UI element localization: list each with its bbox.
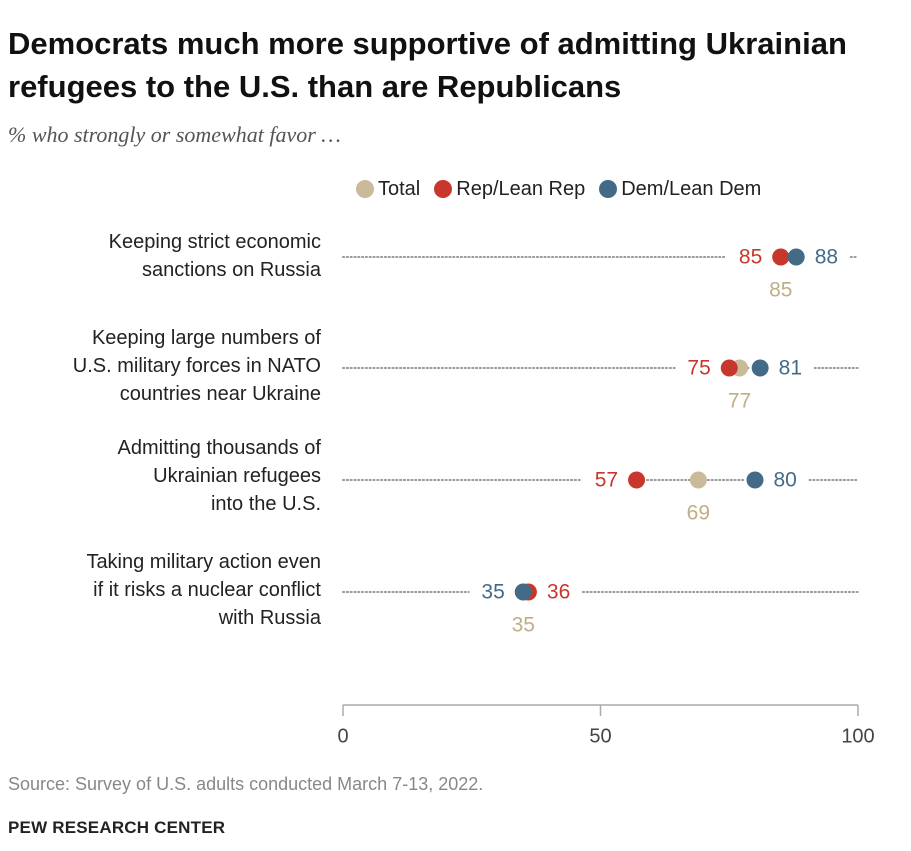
total-dot (689, 471, 707, 489)
category-label-line: countries near Ukraine (119, 383, 321, 405)
x-tick-label: 100 (841, 725, 874, 747)
category-label-line: U.S. military forces in NATO (72, 355, 321, 377)
category-label-line: sanctions on Russia (142, 259, 321, 281)
dem-value-label: 88 (815, 246, 838, 269)
dem-value-label: 81 (779, 357, 802, 380)
dot-plot: 85 88 85 75 81 77 57 80 69 35 36 35 0 50 100 (337, 246, 874, 748)
category-label-line: if it risks a nuclear conflict (93, 579, 321, 601)
dem-value-label: 35 (481, 581, 504, 604)
legend-total-label: Total (378, 177, 421, 200)
rep-value-label: 85 (739, 246, 762, 269)
category-label-line: Keeping large numbers of (91, 327, 321, 349)
total-value-label: 85 (769, 279, 792, 302)
dem-dot (787, 248, 805, 266)
legend-item-rep: Rep/Lean Rep (434, 178, 585, 201)
legend-total-dot (356, 180, 374, 198)
legend-dem-label: Dem/Lean Dem (621, 177, 762, 200)
legend-item-dem: Dem/Lean Dem (599, 178, 761, 201)
legend-rep-dot (434, 180, 453, 198)
rep-value-label: 75 (687, 357, 710, 380)
rep-value-label: 57 (595, 469, 618, 492)
x-tick-label: 50 (589, 725, 611, 747)
dem-dot (751, 359, 769, 377)
category-label-line: Ukrainian refugees (153, 465, 321, 487)
brand-label: PEW RESEARCH CENTER (8, 818, 226, 837)
legend: Total Rep/Lean Rep Dem/Lean Dem (356, 176, 775, 202)
dem-dot (514, 583, 532, 601)
category-label-line: Keeping strict economic (108, 231, 321, 253)
chart-subtitle: % who strongly or somewhat favor … (8, 122, 341, 147)
total-value-label: 69 (687, 502, 710, 525)
category-label-line: Taking military action even (86, 551, 321, 573)
category-label-line: Admitting thousands of (117, 437, 321, 459)
rep-dot (628, 471, 646, 489)
rep-value-label: 36 (547, 581, 570, 604)
chart-title: Democrats much more supportive of admitt… (8, 26, 847, 104)
legend-rep-label: Rep/Lean Rep (456, 177, 586, 200)
rep-dot (772, 248, 790, 266)
legend-dem-dot (599, 180, 618, 198)
total-value-label: 35 (512, 614, 535, 637)
category-label-line: with Russia (218, 607, 321, 629)
total-value-label: 77 (728, 390, 751, 413)
category-label-refugees: Admitting thousands of Ukrainian refugee… (118, 434, 321, 518)
dem-value-label: 80 (774, 469, 797, 492)
legend-item-total: Total (356, 178, 420, 201)
category-label-military-action: Taking military action even if it risks … (86, 548, 321, 632)
dem-dot (746, 471, 764, 489)
x-tick-label: 0 (337, 725, 348, 747)
category-label-line: into the U.S. (210, 493, 321, 515)
category-label-nato-forces: Keeping large numbers of U.S. military f… (73, 324, 321, 408)
category-label-sanctions: Keeping strict economic sanctions on Rus… (109, 228, 321, 284)
rep-dot (720, 359, 738, 377)
source-note: Source: Survey of U.S. adults conducted … (8, 774, 484, 794)
